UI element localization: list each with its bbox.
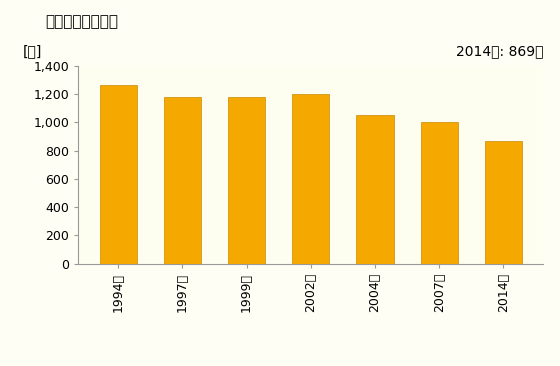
Bar	[485, 141, 522, 264]
Bar	[356, 115, 394, 264]
Bar	[228, 97, 265, 264]
Text: 2014年: 869人: 2014年: 869人	[456, 44, 543, 58]
Bar	[100, 85, 137, 264]
Bar	[164, 97, 201, 264]
Bar	[421, 122, 458, 264]
Text: 卸売業の従業者数: 卸売業の従業者数	[45, 15, 118, 30]
Text: [人]: [人]	[22, 44, 42, 58]
Bar	[292, 94, 329, 264]
